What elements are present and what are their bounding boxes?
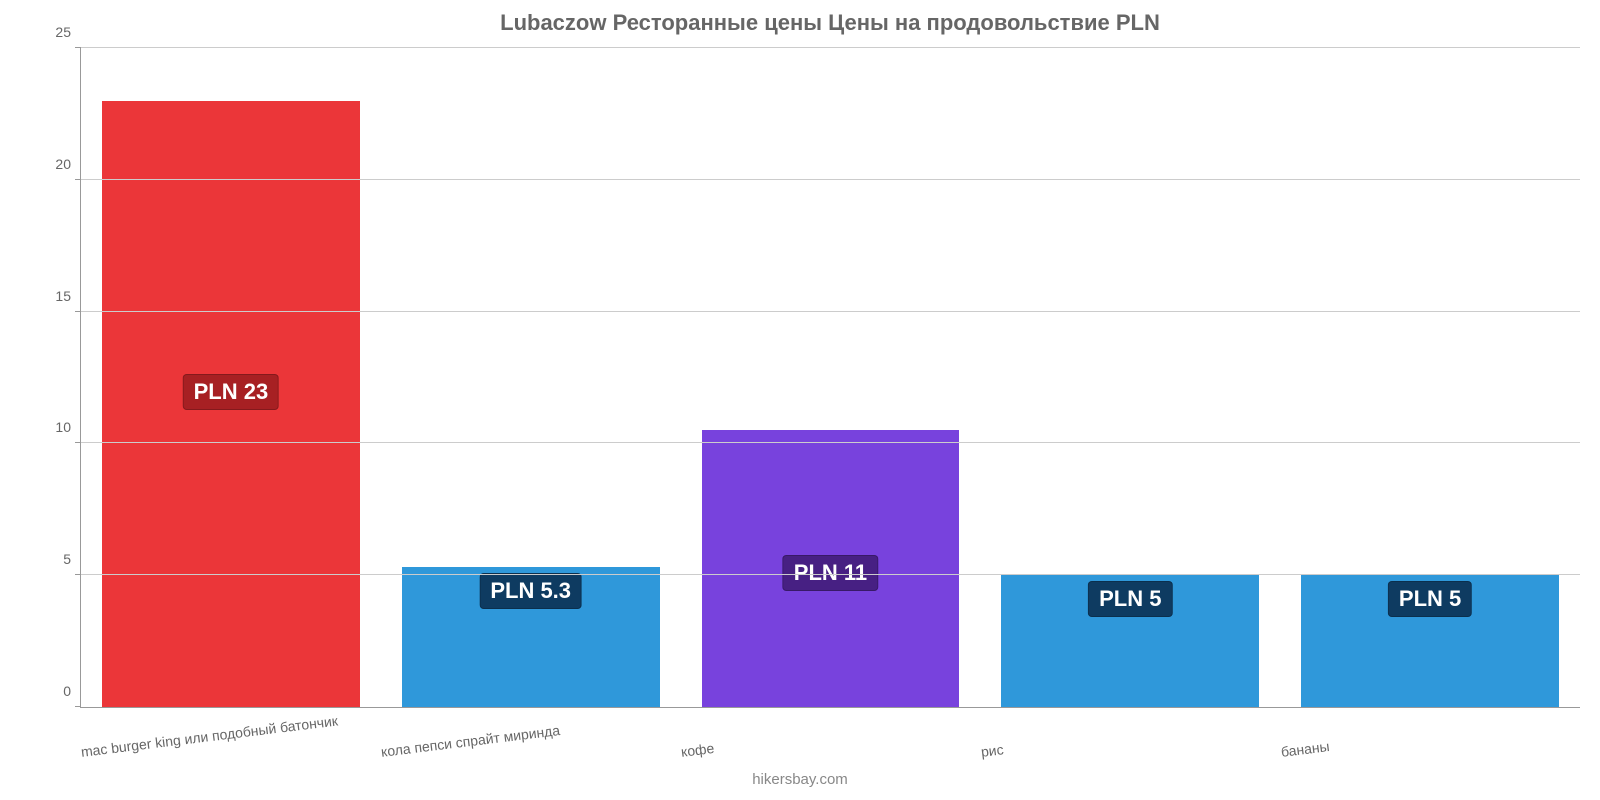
bar-slot: PLN 5.3 (381, 48, 681, 707)
x-axis-category-label: кола пепси спрайт миринда (380, 722, 561, 760)
bar-slot: PLN 11 (681, 48, 981, 707)
y-tick-mark (75, 574, 81, 575)
bar-chart: Lubaczow Ресторанные цены Цены на продов… (0, 0, 1600, 800)
y-tick-label: 10 (55, 419, 81, 435)
bar-slot: PLN 23 (81, 48, 381, 707)
x-axis-category-label: рис (980, 741, 1004, 760)
y-tick-label: 20 (55, 156, 81, 172)
plot-area: PLN 23PLN 5.3PLN 11PLN 5PLN 5 0510152025 (80, 48, 1580, 708)
bar: PLN 5 (1301, 575, 1559, 707)
y-tick-mark (75, 706, 81, 707)
bar-value-label: PLN 5 (1088, 581, 1172, 617)
bar: PLN 23 (102, 101, 360, 707)
y-tick-label: 0 (63, 683, 81, 699)
bar: PLN 11 (702, 430, 960, 707)
y-tick-mark (75, 442, 81, 443)
bar: PLN 5.3 (402, 567, 660, 707)
y-tick-label: 25 (55, 24, 81, 40)
bar-slot: PLN 5 (1280, 48, 1580, 707)
y-tick-mark (75, 47, 81, 48)
bar-slot: PLN 5 (980, 48, 1280, 707)
bar-value-label: PLN 11 (783, 555, 878, 591)
x-axis-category-label: кофе (680, 740, 715, 760)
y-tick-mark (75, 311, 81, 312)
gridline (75, 574, 1580, 575)
x-axis-category-label: бананы (1280, 738, 1330, 760)
bar-value-label: PLN 5.3 (479, 573, 582, 609)
y-tick-label: 5 (63, 551, 81, 567)
y-tick-label: 15 (55, 288, 81, 304)
bar-value-label: PLN 23 (183, 374, 280, 410)
gridline (75, 442, 1580, 443)
y-tick-mark (75, 179, 81, 180)
chart-title: Lubaczow Ресторанные цены Цены на продов… (80, 10, 1580, 36)
bar-value-label: PLN 5 (1388, 581, 1472, 617)
credit-text: hikersbay.com (0, 771, 1600, 788)
gridline (75, 311, 1580, 312)
bar: PLN 5 (1001, 575, 1259, 707)
x-axis-category-label: mac burger king или подобный батончик (80, 712, 339, 759)
gridline (75, 179, 1580, 180)
gridline (75, 47, 1580, 48)
bars-layer: PLN 23 PLN 5.3 PLN 11 PLN 5 PLN 5 (81, 48, 1580, 707)
